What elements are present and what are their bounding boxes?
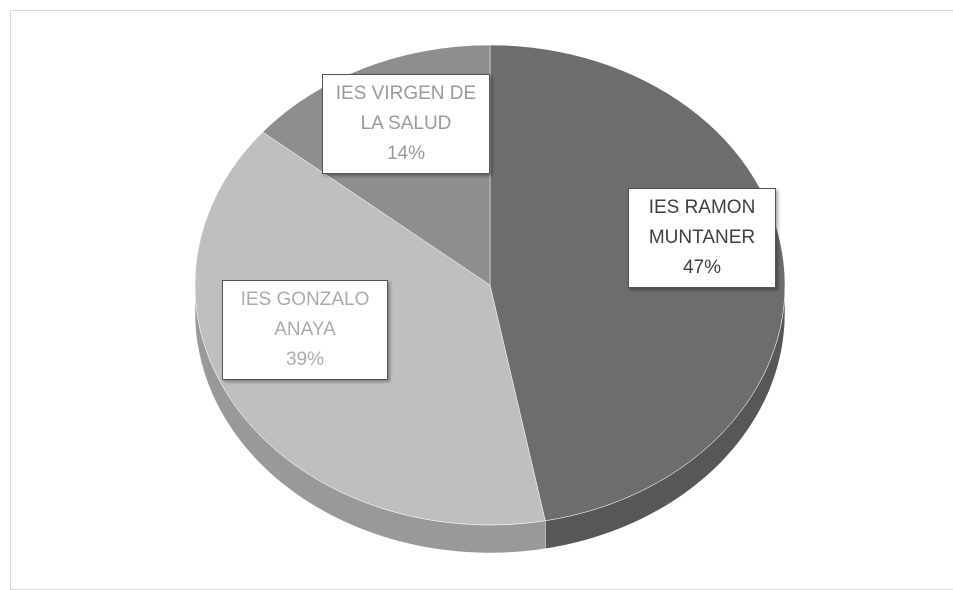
data-label: IES GONZALO ANAYA 39% [222,280,388,380]
data-label: IES VIRGEN DE LA SALUD 14% [322,74,490,174]
data-label-value: 39% [285,349,325,370]
data-label-value: 14% [386,143,426,164]
data-label-value: 47% [682,257,722,278]
data-label-category: IES VIRGEN DE LA SALUD [335,83,477,134]
data-label: IES RAMON MUNTANER 47% [628,188,776,288]
data-label-category: IES RAMON MUNTANER [648,197,756,248]
data-label-category: IES GONZALO ANAYA [240,289,370,340]
